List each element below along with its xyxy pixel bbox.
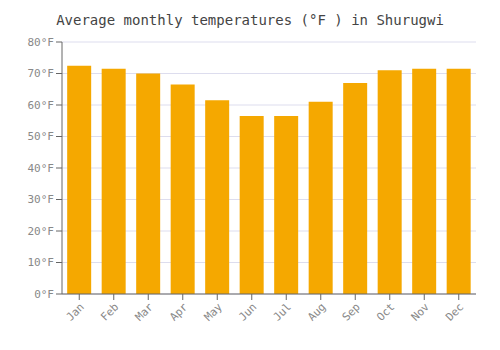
svg-text:Feb: Feb xyxy=(98,300,121,323)
svg-text:40°F: 40°F xyxy=(28,162,55,175)
svg-text:Mar: Mar xyxy=(133,300,157,324)
svg-text:Oct: Oct xyxy=(374,300,397,323)
svg-text:Jun: Jun xyxy=(236,300,259,323)
svg-text:30°F: 30°F xyxy=(28,193,55,206)
svg-text:0°F: 0°F xyxy=(34,288,54,301)
svg-text:80°F: 80°F xyxy=(28,36,55,49)
svg-text:Aug: Aug xyxy=(305,300,328,323)
svg-text:Dec: Dec xyxy=(443,300,466,323)
svg-text:50°F: 50°F xyxy=(28,130,55,143)
svg-text:10°F: 10°F xyxy=(28,256,55,269)
svg-text:Sep: Sep xyxy=(340,300,363,323)
svg-text:60°F: 60°F xyxy=(28,99,55,112)
svg-text:Nov: Nov xyxy=(409,300,433,324)
svg-text:Apr: Apr xyxy=(167,300,191,324)
svg-text:20°F: 20°F xyxy=(28,225,55,238)
svg-text:Jul: Jul xyxy=(271,300,294,323)
html-text:Average monthly temperatures (: Average monthly temperatures (°F ) in Sh… xyxy=(56,12,444,28)
svg-text:70°F: 70°F xyxy=(28,67,55,80)
svg-text:May: May xyxy=(202,300,226,324)
svg-text:Jan: Jan xyxy=(64,300,87,323)
